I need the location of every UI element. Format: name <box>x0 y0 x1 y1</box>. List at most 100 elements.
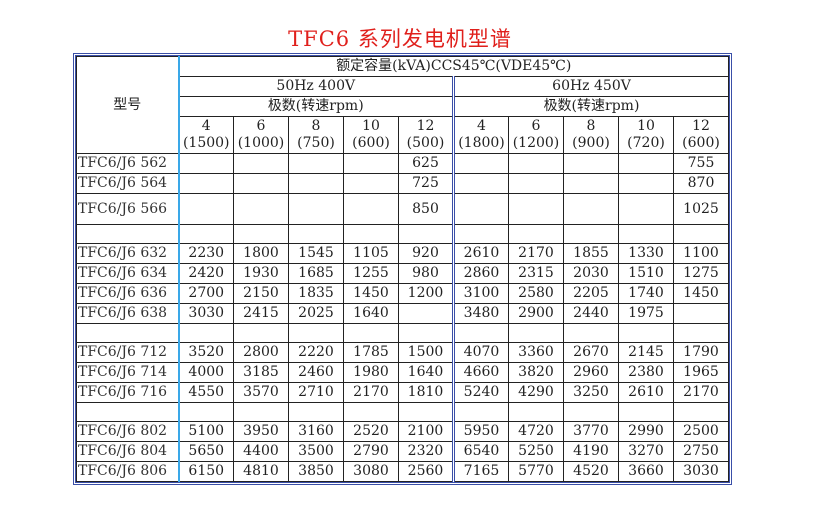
poles-header-60hz: 极数(转速rpm) <box>453 96 729 117</box>
capacity-cell: 5100 <box>178 421 234 442</box>
capacity-cell: 2315 <box>508 263 564 284</box>
capacity-cell: 3250 <box>563 382 619 403</box>
rpm-value: (1500) <box>182 135 230 151</box>
capacity-cell <box>288 193 344 225</box>
capacity-cell: 1930 <box>233 263 289 284</box>
model-cell: TFC6/J6 564 <box>76 173 180 194</box>
capacity-cell <box>343 173 399 194</box>
capacity-cell: 2860 <box>453 263 509 284</box>
capacity-cell <box>178 173 234 194</box>
pole-count: 6 <box>531 118 541 134</box>
capacity-cell: 1200 <box>398 283 455 304</box>
model-cell <box>76 402 180 422</box>
capacity-cell: 1790 <box>673 342 729 363</box>
capacity-cell: 1640 <box>398 362 455 383</box>
capacity-cell: 4810 <box>233 461 289 482</box>
capacity-cell: 2415 <box>233 303 289 324</box>
rpm-value: (750) <box>297 135 335 151</box>
capacity-cell: 2750 <box>673 441 729 462</box>
capacity-cell: 4520 <box>563 461 619 482</box>
capacity-cell: 2220 <box>288 342 344 363</box>
capacity-cell: 4550 <box>178 382 234 403</box>
table-row: TFC6/J6 562 625 755 <box>76 153 729 174</box>
table-row: TFC6/J6 716 4550 3570 2710 2170 1810 5240 4290 3… <box>76 382 729 403</box>
capacity-cell: 4660 <box>453 362 509 383</box>
capacity-cell <box>673 303 729 324</box>
column-header: 12 (600) <box>673 116 729 154</box>
capacity-cell: 1330 <box>618 243 674 264</box>
capacity-cell <box>618 173 674 194</box>
capacity-cell <box>673 323 729 343</box>
capacity-cell: 3500 <box>288 441 344 462</box>
capacity-cell <box>563 402 619 422</box>
capacity-cell <box>178 153 234 174</box>
capacity-cell <box>508 153 564 174</box>
capacity-cell: 1740 <box>618 283 674 304</box>
capacity-cell <box>398 402 455 422</box>
capacity-cell: 850 <box>398 193 455 225</box>
capacity-cell: 1975 <box>618 303 674 324</box>
capacity-cell: 3850 <box>288 461 344 482</box>
page-title: TFC6 系列发电机型谱 <box>288 27 512 51</box>
capacity-cell <box>618 323 674 343</box>
capacity-cell: 4070 <box>453 342 509 363</box>
capacity-cell <box>288 153 344 174</box>
capacity-cell <box>178 193 234 225</box>
capacity-cell: 3080 <box>343 461 399 482</box>
poles-header-50hz: 极数(转速rpm) <box>178 96 455 117</box>
table-row: TFC6/J6 564 725 870 <box>76 173 729 194</box>
table-row: TFC6/J6 802 5100 3950 3160 2520 2100 5950 4720 3… <box>76 421 729 442</box>
pole-count: 6 <box>256 118 266 134</box>
capacity-cell <box>563 173 619 194</box>
column-header: 4 (1500) <box>178 116 234 154</box>
capacity-cell: 2170 <box>508 243 564 264</box>
capacity-cell: 1510 <box>618 263 674 284</box>
capacity-cell <box>673 402 729 422</box>
capacity-cell <box>618 193 674 225</box>
capacity-cell: 4190 <box>563 441 619 462</box>
table-row: TFC6/J6 566 850 1025 <box>76 193 729 225</box>
capacity-header: 额定容量(kVA)CCS45℃(VDE45℃) <box>178 56 729 77</box>
table-row: TFC6/J6 712 3520 2800 2220 1785 1500 4070 3360 2… <box>76 342 729 363</box>
column-header: 6 (1000) <box>233 116 289 154</box>
column-header: 8 (750) <box>288 116 344 154</box>
model-cell: TFC6/J6 806 <box>76 461 180 482</box>
capacity-cell <box>563 193 619 225</box>
capacity-cell <box>508 193 564 225</box>
capacity-cell: 6540 <box>453 441 509 462</box>
capacity-cell: 2100 <box>398 421 455 442</box>
capacity-cell: 725 <box>398 173 455 194</box>
capacity-cell: 2170 <box>343 382 399 403</box>
pole-count: 10 <box>362 118 380 134</box>
table-row: TFC6/J6 634 2420 1930 1685 1255 980 2860 2315 20… <box>76 263 729 284</box>
capacity-cell <box>178 323 234 343</box>
capacity-cell: 1450 <box>343 283 399 304</box>
capacity-cell: 4720 <box>508 421 564 442</box>
capacity-cell: 870 <box>673 173 729 194</box>
capacity-cell <box>343 224 399 244</box>
column-header: 10 (600) <box>343 116 399 154</box>
capacity-cell: 1025 <box>673 193 729 225</box>
capacity-cell: 5950 <box>453 421 509 442</box>
capacity-cell: 3160 <box>288 421 344 442</box>
capacity-cell: 3480 <box>453 303 509 324</box>
capacity-cell: 2440 <box>563 303 619 324</box>
capacity-cell <box>233 173 289 194</box>
rpm-value: (600) <box>352 135 390 151</box>
capacity-cell <box>343 323 399 343</box>
capacity-cell: 2420 <box>178 263 234 284</box>
capacity-cell: 1800 <box>233 243 289 264</box>
capacity-cell <box>453 193 509 225</box>
capacity-cell: 920 <box>398 243 455 264</box>
table-row: TFC6/J6 804 5650 4400 3500 2790 2320 6540 5250 4… <box>76 441 729 462</box>
model-cell: TFC6/J6 566 <box>76 193 180 225</box>
capacity-cell: 2710 <box>288 382 344 403</box>
capacity-cell: 2025 <box>288 303 344 324</box>
pole-count: 12 <box>692 118 710 134</box>
capacity-cell <box>398 303 455 324</box>
table-row: TFC6/J6 714 4000 3185 2460 1980 1640 4660 3820 2… <box>76 362 729 383</box>
capacity-cell: 2580 <box>508 283 564 304</box>
model-cell: TFC6/J6 562 <box>76 153 180 174</box>
capacity-cell: 2380 <box>618 362 674 383</box>
capacity-cell: 1105 <box>343 243 399 264</box>
